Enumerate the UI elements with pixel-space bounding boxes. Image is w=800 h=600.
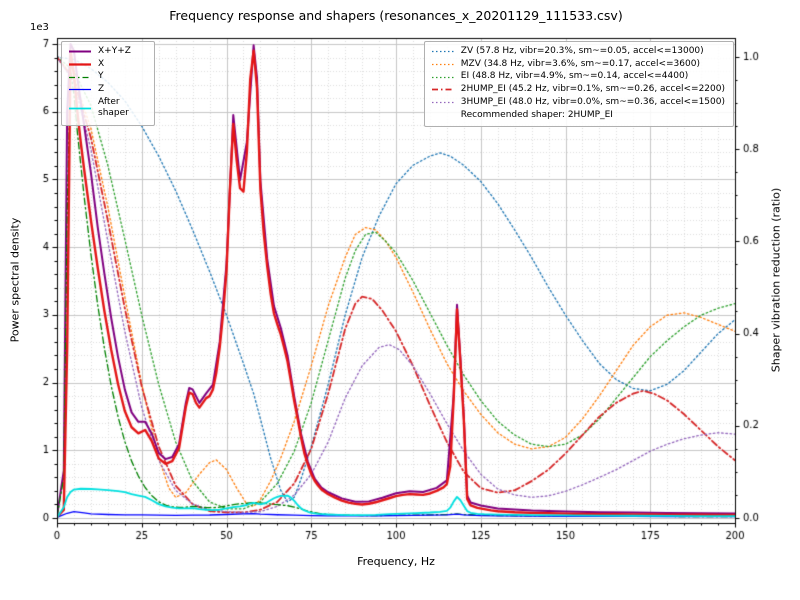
legend-label-hump2: 2HUMP_EI (45.2 Hz, vibr=0.1%, sm~=0.26, …	[460, 84, 725, 95]
y-axis-right-label: Shaper vibration reduction (ratio)	[769, 187, 783, 373]
legend-label-ei: EI (48.8 Hz, vibr=4.9%, sm~=0.14, accel<…	[460, 71, 689, 82]
legend-item-psd_y: Y	[68, 71, 146, 83]
y-axis-left-label: Power spectral density	[8, 217, 22, 343]
legend-line-swatch-zv	[431, 51, 454, 53]
legend-shapers: ZV (57.8 Hz, vibr=20.3%, sm~=0.05, accel…	[423, 41, 734, 128]
legend-line-swatch-psd_z	[69, 89, 91, 91]
legend-label-mzv: MZV (34.8 Hz, vibr=3.6%, sm~=0.17, accel…	[460, 58, 700, 69]
legend-line-swatch-psd_sum	[69, 50, 91, 53]
x-axis-label: Frequency, Hz	[357, 555, 435, 568]
chart-title: Frequency response and shapers (resonanc…	[169, 8, 623, 23]
legend-label-psd_z: Z	[98, 84, 105, 95]
legend-line-swatch-hump2	[431, 89, 454, 91]
legend-item-ei: EI (48.8 Hz, vibr=4.9%, sm~=0.14, accel<…	[431, 71, 725, 83]
legend-line-swatch-mzv	[431, 63, 454, 66]
legend-label-psd_y: Y	[98, 71, 104, 82]
legend-label-psd_x: X	[98, 58, 105, 69]
legend-item-after: After shaper	[68, 97, 146, 120]
legend-line-swatch-after	[69, 107, 91, 110]
legend-line-swatch-psd_y	[69, 76, 91, 78]
legend-line-swatch-psd_x	[69, 63, 91, 66]
legend-item-zv: ZV (57.8 Hz, vibr=20.3%, sm~=0.05, accel…	[431, 46, 725, 58]
legend-item-hump2: 2HUMP_EI (45.2 Hz, vibr=0.1%, sm~=0.26, …	[431, 84, 725, 96]
legend-item-psd_z: Z	[68, 84, 146, 96]
legend-psd: X+Y+Z X Y Z After shaper	[61, 41, 155, 127]
legend-label-after: After shaper	[98, 96, 129, 119]
legend-item-psd_x: X	[68, 59, 146, 71]
legend-label-hump3: 3HUMP_EI (48.0 Hz, vibr=0.0%, sm~=0.36, …	[460, 96, 725, 107]
y-axis-offset-label: 1e3	[30, 22, 49, 33]
legend-line-swatch-hump3	[431, 101, 454, 104]
legend-label-zv: ZV (57.8 Hz, vibr=20.3%, sm~=0.05, accel…	[460, 46, 704, 56]
legend-line-swatch-ei	[431, 76, 454, 78]
legend-note: Recommended shaper: 2HUMP_EI	[460, 110, 613, 121]
legend-label-psd_sum: X+Y+Z	[98, 46, 131, 56]
legend-item-hump3: 3HUMP_EI (48.0 Hz, vibr=0.0%, sm~=0.36, …	[431, 97, 725, 109]
legend-item-mzv: MZV (34.8 Hz, vibr=3.6%, sm~=0.17, accel…	[431, 59, 725, 71]
legend-item-psd_sum: X+Y+Z	[68, 46, 146, 58]
